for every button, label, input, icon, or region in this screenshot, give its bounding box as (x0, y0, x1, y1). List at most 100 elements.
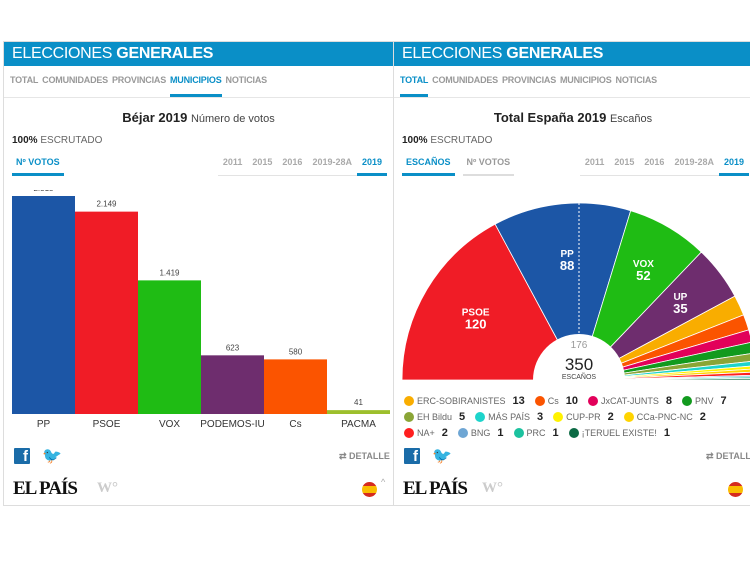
bar-category-label: PACMA (341, 419, 376, 430)
legend-party: ¡TERUEL EXISTE! (581, 428, 657, 438)
legend-seats: 1 (552, 427, 559, 439)
twitter-icon[interactable]: 🐦 (432, 448, 452, 465)
legend-seats: 7 (720, 395, 727, 407)
bar-category-label: VOX (159, 419, 180, 430)
tab-2016[interactable]: 2016 (644, 157, 665, 167)
tab-municipios[interactable]: MUNICIPIOS (560, 75, 612, 85)
tab-2011[interactable]: 2011 (584, 157, 605, 167)
widget-header: ELECCIONES GENERALES (4, 42, 393, 66)
tab-comunidades[interactable]: COMUNIDADES (42, 75, 108, 85)
scrutiny-label: ESCRUTADO (427, 135, 493, 146)
chart-title: Total España 2019 Escaños (394, 110, 750, 125)
w-logo: W° (97, 480, 118, 496)
bar-value-label: 2.149 (96, 200, 117, 209)
legend-seats: 2 (441, 427, 448, 439)
legend-dot-icon (404, 428, 414, 438)
scrutiny-status: 100% ESCRUTADO (402, 135, 750, 146)
legend-item: JxCAT-JUNTS 8 (588, 395, 672, 407)
legend-dot-icon (568, 428, 579, 438)
legend-seats: 1 (663, 427, 670, 439)
tab-2019[interactable]: 2019 (718, 157, 749, 176)
municipio-widget: ELECCIONES GENERALES TOTAL COMUNIDADES PRO… (3, 41, 394, 506)
spain-flag-icon[interactable] (728, 482, 743, 497)
section-nav: TOTAL COMUNIDADES PROVINCIAS MUNICIPIOS NOTI… (4, 66, 393, 98)
facebook-icon[interactable]: f (404, 448, 420, 465)
tab-noticias[interactable]: NOTICIAS (225, 75, 268, 85)
el-pais-logo[interactable]: EL PAÍS (13, 478, 78, 499)
twitter-icon[interactable]: 🐦 (42, 448, 62, 465)
legend: ERC-SOBIRANISTES 13 Cs 10 JxCAT-JUNTS 8 PNV 7 EH… (404, 393, 727, 441)
legend-seats: 2 (699, 411, 706, 423)
chevron-up-icon[interactable]: ^ (381, 477, 386, 487)
facebook-icon[interactable]: f (14, 448, 30, 465)
legend-dot-icon (404, 396, 414, 406)
legend-seats: 5 (459, 411, 466, 423)
legend-item: Cs 10 (534, 395, 579, 407)
header-light: ELECCIONES (12, 45, 117, 62)
tab-n-votos[interactable]: Nº VOTOS (462, 157, 515, 176)
tab-2011[interactable]: 2011 (222, 157, 243, 167)
tab-esca-os[interactable]: ESCAÑOS (402, 157, 455, 176)
bar-category-label: PP (37, 419, 51, 430)
tab-provincias[interactable]: PROVINCIAS (501, 75, 556, 85)
bar-cs (264, 359, 327, 414)
el-pais-logo[interactable]: EL PAÍS (403, 478, 468, 499)
legend-item: BNG 1 (457, 427, 504, 439)
legend-dot-icon (475, 412, 486, 422)
tab-2015[interactable]: 2015 (252, 157, 273, 167)
tab-noticias[interactable]: NOTICIAS (615, 75, 658, 85)
legend-party: NA+ (417, 428, 435, 438)
bar-chart: 2.315 PP 2.149 PSOE 1.419 VOX 623 PODEMOS-IU 580… (12, 190, 390, 430)
bar-category-label: Cs (289, 419, 301, 430)
segment-seats-label: 88 (560, 258, 574, 273)
legend-item: ¡TERUEL EXISTE! 1 (568, 427, 670, 439)
segment-seats-label: 120 (465, 316, 487, 331)
legend-seats: 10 (565, 395, 579, 407)
legend-party: PRC (526, 428, 546, 438)
tab-comunidades[interactable]: COMUNIDADES (432, 75, 498, 85)
w-logo: W° (482, 480, 503, 496)
legend-dot-icon (404, 412, 414, 422)
header-bold: GENERALES (506, 45, 604, 62)
detail-label: DETALLE (349, 451, 390, 461)
metric-tabs: ESCAÑOS Nº VOTOS (402, 157, 515, 176)
tab-total[interactable]: TOTAL (10, 75, 39, 85)
bar-pp (12, 196, 75, 414)
bar-category-label: PSOE (93, 419, 121, 430)
spain-flag-icon[interactable] (362, 482, 377, 497)
bar-value-label: 623 (226, 343, 240, 352)
detail-label: DETALLE (716, 451, 750, 461)
legend-party: BNG (470, 428, 491, 438)
tab-2015[interactable]: 2015 (614, 157, 635, 167)
tab-2019-28a[interactable]: 2019-28A (312, 157, 352, 167)
tab-2019[interactable]: 2019 (356, 157, 387, 176)
legend-seats: 8 (665, 395, 672, 407)
tab-provincias[interactable]: PROVINCIAS (111, 75, 166, 85)
legend-dot-icon (623, 412, 634, 422)
bar-value-label: 580 (289, 347, 303, 356)
bar-category-label: PODEMOS-IU (200, 419, 264, 430)
year-tabs: 2011 2015 2016 2019-28A 2019 (217, 157, 387, 176)
detail-link[interactable]: ⇄ DETALLE (339, 451, 390, 461)
hemicycle-center (533, 334, 625, 387)
tab-2019-28a[interactable]: 2019-28A (674, 157, 714, 167)
legend-dot-icon (534, 396, 545, 406)
total-caption: ESCAÑOS (562, 372, 597, 381)
bar-vox (138, 280, 201, 414)
legend-item: ERC-SOBIRANISTES 13 (404, 395, 525, 407)
bar-podemos-iu (201, 355, 264, 414)
title-subtitle: Número de votos (190, 113, 275, 125)
tab-total[interactable]: TOTAL (400, 75, 428, 97)
detail-link[interactable]: ⇄ DETALLE (706, 451, 750, 462)
segment-party-label: PP (560, 249, 574, 260)
legend-party: EH Bildu (417, 412, 453, 422)
legend-dot-icon (457, 428, 468, 438)
legend-item: CCa-PNC-NC 2 (623, 411, 706, 423)
title-subtitle: Escaños (609, 113, 653, 125)
tab-n-votos[interactable]: Nº VOTOS (12, 157, 64, 176)
tab-2016[interactable]: 2016 (282, 157, 303, 167)
legend-seats: 2 (607, 411, 614, 423)
tab-municipios[interactable]: MUNICIPIOS (170, 75, 222, 97)
scrutiny-status: 100% ESCRUTADO (12, 135, 393, 146)
